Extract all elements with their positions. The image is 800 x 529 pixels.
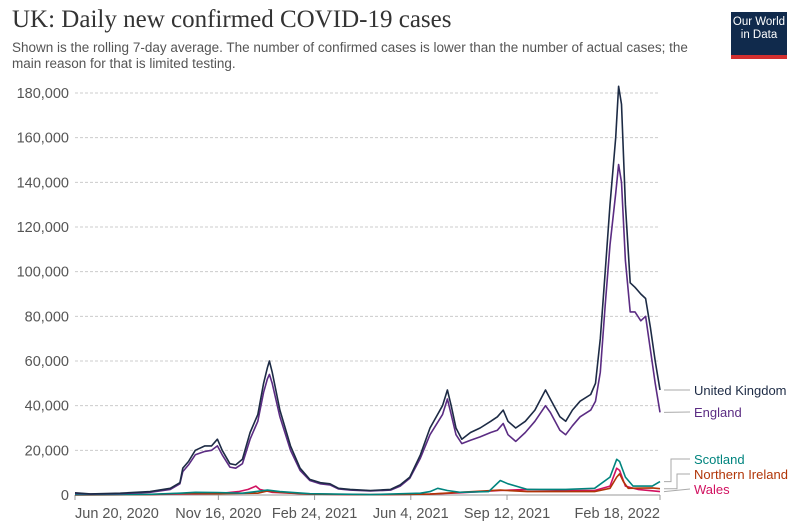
label-connector xyxy=(664,473,690,490)
series-line-northern-ireland xyxy=(74,473,661,496)
y-tick-label: 100,000 xyxy=(17,265,69,281)
y-tick-label: 60,000 xyxy=(25,354,69,370)
y-tick-label: 20,000 xyxy=(25,443,69,459)
chart-title: UK: Daily new confirmed COVID-19 cases xyxy=(12,6,452,33)
x-tick-label: Jun 20, 2020 xyxy=(75,506,159,522)
y-tick-label: 180,000 xyxy=(17,86,69,102)
series-label: Northern Ireland xyxy=(694,467,788,482)
owid-logo[interactable]: Our World in Data xyxy=(731,12,787,59)
y-tick-label: 0 xyxy=(61,488,69,504)
series-label: Wales xyxy=(694,482,730,497)
chart-subtitle: Shown is the rolling 7-day average. The … xyxy=(12,40,688,71)
x-tick-label: Nov 16, 2020 xyxy=(175,506,261,522)
y-tick-label: 120,000 xyxy=(17,220,69,236)
label-connector xyxy=(664,458,690,483)
series-line-united-kingdom xyxy=(74,85,661,495)
y-tick-label: 80,000 xyxy=(25,309,69,325)
y-tick-label: 140,000 xyxy=(17,175,69,191)
x-tick-label: Sep 12, 2021 xyxy=(464,506,550,522)
x-tick-label: Feb 24, 2021 xyxy=(272,506,357,522)
label-connector xyxy=(663,488,691,493)
series-label: United Kingdom xyxy=(694,383,787,398)
series-line-scotland xyxy=(74,458,661,496)
x-tick-label: Feb 18, 2022 xyxy=(575,506,660,522)
series-label: England xyxy=(694,405,742,420)
y-tick-label: 160,000 xyxy=(17,131,69,147)
series-label: Scotland xyxy=(694,452,745,467)
y-tick-label: 40,000 xyxy=(25,399,69,415)
series-line-england xyxy=(74,163,661,495)
x-tick-label: Jun 4, 2021 xyxy=(373,506,449,522)
